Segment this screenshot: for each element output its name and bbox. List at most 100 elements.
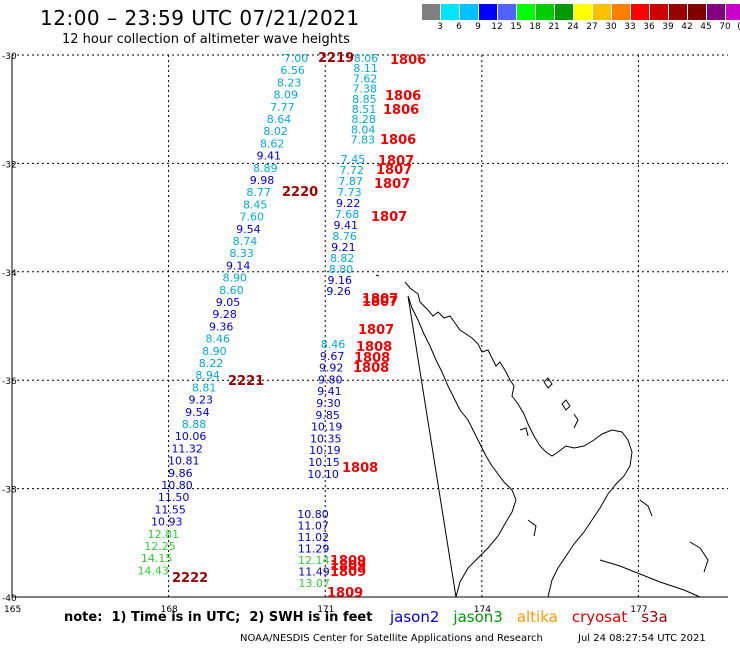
satellite-jason3: jason3 [453,608,503,626]
wave-height-value: 11.32 [171,442,203,455]
wave-height-value: 10.80 [161,479,193,492]
pass-time-label: 2220 [282,185,318,200]
wave-height-value: 9.86 [168,467,193,480]
footnote: note: 1) Time is in UTC; 2) SWH is in fe… [64,610,373,625]
pass-time-label: 1807 [362,295,398,310]
wave-height-value: 11.49 [298,566,330,579]
pass-time-label: 1806 [383,103,419,118]
wave-height-value: 8.88 [182,418,207,431]
color-scale-bar [421,4,740,20]
pass-time-label: 1808 [353,361,389,376]
wave-height-value: 8.06 [354,52,379,65]
wave-height-value: 11.02 [298,531,330,544]
pass-time-label: 1807 [376,163,412,178]
scale-swatch-3 [478,4,497,20]
satellite-jason2: jason2 [390,608,440,626]
pass-time-label: 1807 [378,154,414,169]
wave-height-value: 9.36 [209,320,234,333]
pass-time-label: 2219 [318,51,354,66]
wave-height-value: 9.41 [257,150,282,163]
scale-swatch-15 [706,4,725,20]
wave-height-value: 8.89 [253,162,278,175]
pass-time-label: 1807 [374,177,410,192]
wave-height-value: 9.54 [236,223,261,236]
wave-height-value: 11.50 [158,491,190,504]
wave-height-value: 12.81 [148,528,180,541]
footer-timestamp: Jul 24 08:27:54 UTC 2021 [578,633,706,644]
wave-height-value: 7.77 [270,101,295,114]
scale-label: 30 [605,22,617,32]
pass-time-label: 1809 [330,565,366,580]
wave-height-value: 8.80 [329,263,354,276]
wave-height-value: 10.80 [297,508,329,521]
wave-height-value: 10.19 [309,444,341,457]
wave-height-value: 9.26 [326,285,351,298]
wave-height-value: 14.15 [141,552,173,565]
scale-label: 33 [624,22,636,32]
scale-label: 24 [567,22,579,32]
wave-height-value: 12.25 [144,540,176,553]
wave-height-value: 9.23 [189,394,214,407]
lat-label: -38 [2,486,17,496]
wave-height-value: 8.90 [202,345,227,358]
wave-height-value: 9.92 [319,362,344,375]
scale-swatch-14 [687,4,706,20]
scale-label: 45 [700,22,712,32]
pass-time-label: 1807 [371,210,407,225]
wave-height-value: 8.22 [199,357,224,370]
wave-height-value: 8.45 [243,198,268,211]
wave-height-value: 8.76 [332,230,357,243]
wave-height-value: 8.77 [246,186,271,199]
wave-height-value: 9.30 [316,397,341,410]
wave-height-value: 8.28 [351,113,376,126]
pass-time-label: 2222 [172,571,208,586]
pass-time-label: 1806 [385,89,421,104]
wave-height-value: 10.06 [175,430,207,443]
scale-swatch-7 [554,4,573,20]
pass-time-label: 1806 [380,133,416,148]
wave-height-value: 8.90 [223,272,248,285]
wave-height-value: 10.15 [308,456,340,469]
wave-height-value: 11.29 [298,543,330,556]
scale-swatch-1 [440,4,459,20]
wave-height-value: 7.60 [240,211,265,224]
wave-height-value: 7.83 [351,134,376,147]
wave-height-value: 8.94 [195,369,220,382]
pass-time-label: 1809 [327,586,363,601]
lat-label: -36 [2,377,17,387]
scale-swatch-13 [668,4,687,20]
wave-height-value: 8.46 [206,333,231,346]
pass-time-label: 1806 [390,53,426,68]
scale-label: 12 [491,22,503,32]
pass-time-label: 1808 [354,351,390,366]
wave-height-value: 9.85 [315,409,340,422]
satellite-s3a: s3a [641,608,668,626]
pass-time-label: 1808 [356,340,392,355]
pass-time-label: 1807 [362,292,398,307]
north-island-coast [375,274,633,598]
wave-height-value: 9.28 [212,308,237,321]
wave-height-value: 8.62 [260,137,285,150]
lat-label: -32 [2,160,17,170]
scale-label: 27 [586,22,598,32]
scale-swatch-12 [649,4,668,20]
wave-height-value: 9.67 [320,350,345,363]
wave-height-value: 8.46 [321,338,346,351]
wave-height-value: 9.16 [328,274,353,287]
wave-height-value: 6.56 [280,64,305,77]
lat-label: -40 [2,594,17,604]
scale-swatch-9 [592,4,611,20]
coast-detail-5 [527,519,709,573]
wave-height-value: 9.05 [216,296,241,309]
pass-time-label: 1809 [330,554,366,569]
wave-height-value: 8.04 [351,123,376,136]
wave-height-value: 7.00 [284,52,309,65]
scale-swatch-16 [725,4,740,20]
scale-swatch-2 [459,4,478,20]
map-subtitle: 12 hour collection of altimeter wave hei… [62,32,350,47]
wave-height-value: 9.21 [331,241,356,254]
wave-height-value: 8.11 [353,62,378,75]
